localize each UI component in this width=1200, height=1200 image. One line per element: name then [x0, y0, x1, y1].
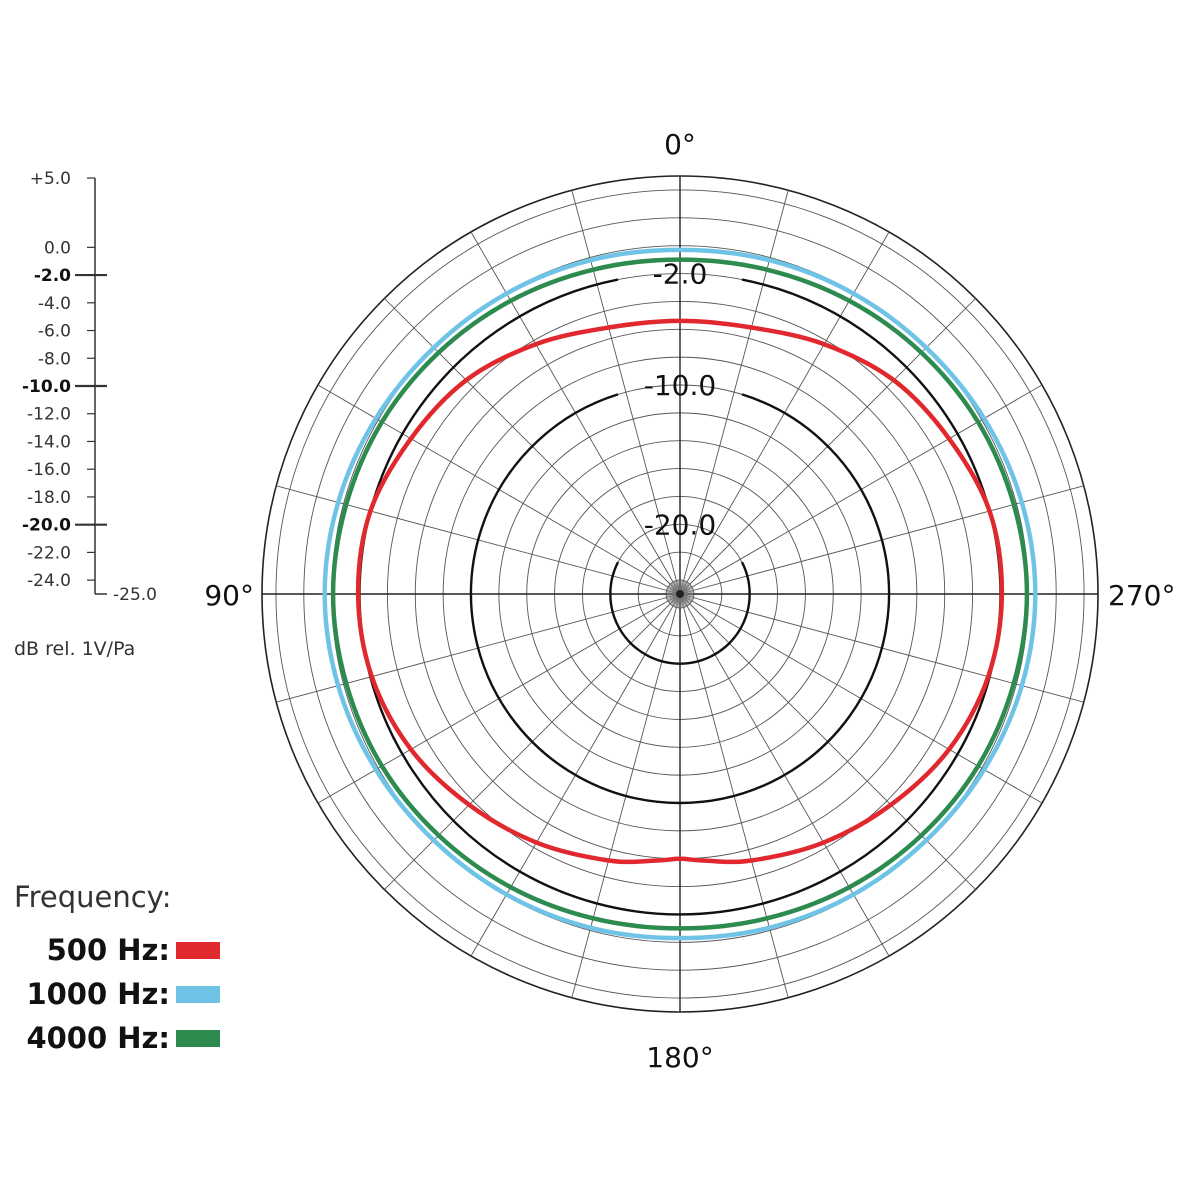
scale-tick-label: -8.0 — [38, 349, 71, 369]
angle-label: 270° — [1108, 579, 1175, 612]
scale-tick-label: -20.0 — [22, 516, 71, 536]
scale-tick-label: +5.0 — [30, 169, 71, 189]
ring--10.0 — [469, 393, 891, 805]
grid-spoke — [679, 190, 789, 595]
scale-tick-label: -12.0 — [27, 405, 71, 425]
scale-tick-label: -24.0 — [27, 571, 71, 591]
angle-label: 180° — [646, 1041, 713, 1074]
scale-tick-label: -25.0 — [113, 585, 157, 605]
legend-items: 500 Hz: 1000 Hz: 4000 Hz: — [14, 928, 220, 1060]
legend-item-label: 1000 Hz: — [26, 977, 170, 1011]
scale-tick-label: -18.0 — [27, 488, 71, 508]
ring-label: -2.0 — [653, 258, 708, 291]
legend-swatch — [176, 985, 220, 1003]
angle-labels: 0° 90° 180° 270° — [204, 128, 1175, 1074]
series-curve-4000Hz — [330, 257, 1030, 931]
center-dot — [676, 590, 684, 598]
angle-label: 0° — [664, 128, 696, 161]
series-curve-500Hz — [355, 318, 1005, 865]
ring--2.0 — [358, 278, 1002, 916]
legend-item: 4000 Hz: — [14, 1016, 220, 1060]
legend-item-label: 500 Hz: — [46, 933, 170, 967]
legend: Frequency: 500 Hz: 1000 Hz: 4000 Hz: — [14, 880, 220, 1060]
legend-item: 500 Hz: — [14, 928, 220, 972]
scale-tick-label: 0.0 — [44, 238, 71, 258]
ring-label: -20.0 — [644, 508, 716, 541]
scale-tick-label: -2.0 — [34, 266, 71, 286]
radial-scale: +5.0 0.0 -2.0 -4.0 -6.0 -8.0 -10.0 -12.0 -14.0 -1… — [14, 169, 157, 660]
legend-title: Frequency: — [14, 880, 172, 914]
legend-item: 1000 Hz: — [14, 972, 220, 1016]
scale-tick-label: -6.0 — [38, 322, 71, 342]
series-curve-1000Hz — [322, 247, 1038, 941]
series-curves — [322, 247, 1038, 941]
highlighted-rings: -2.0 -10.0 -20.0 — [358, 258, 1002, 916]
legend-item-label: 4000 Hz: — [26, 1021, 170, 1055]
scale-tick-label: -22.0 — [27, 543, 71, 563]
scale-tick-label: -14.0 — [27, 432, 71, 452]
scale-tick-label: -16.0 — [27, 460, 71, 480]
scale-tick-label: -10.0 — [22, 377, 71, 397]
grid-spoke — [571, 190, 681, 595]
ring--20.0 — [609, 561, 751, 665]
ring-label: -10.0 — [644, 369, 716, 402]
legend-swatch — [176, 941, 220, 959]
scale-tick-label: -4.0 — [38, 294, 71, 314]
angle-label: 90° — [204, 579, 254, 612]
scale-unit-label: dB rel. 1V/Pa — [14, 638, 135, 660]
legend-swatch — [176, 1029, 220, 1047]
polar-grid — [261, 175, 1099, 1013]
